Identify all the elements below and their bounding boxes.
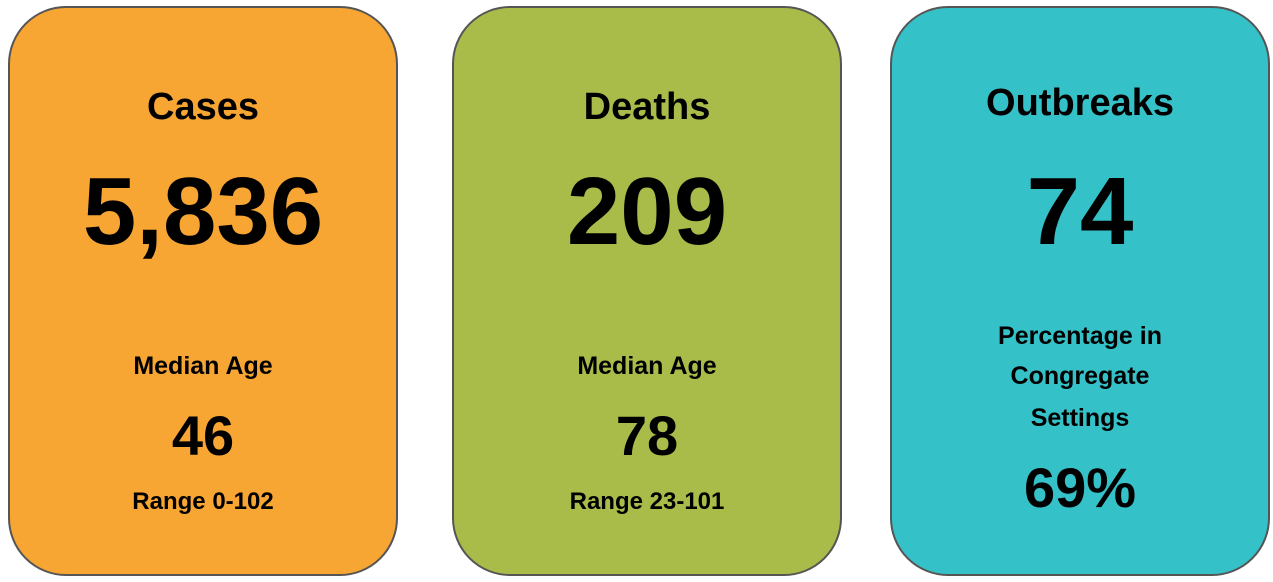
card-sub-value: 46 (171, 404, 235, 467)
card-range: Range 0-102 (132, 488, 274, 515)
cases-card: Cases 5,836 Median Age 46 Range 0-102 (8, 6, 398, 576)
card-title: Deaths (583, 86, 711, 128)
card-value: 74 (1026, 158, 1134, 265)
card-label: Median Age (577, 352, 717, 380)
deaths-card: Deaths 209 Median Age 78 Range 23-101 (452, 6, 842, 576)
card-title: Outbreaks (986, 82, 1174, 124)
card-label: Percentage in (998, 322, 1162, 350)
card-label: Median Age (133, 352, 273, 380)
card-sub-value: 69% (1023, 456, 1137, 519)
card-value: 209 (566, 158, 728, 265)
card-range: Range 23-101 (569, 488, 725, 515)
card-title: Cases (147, 86, 259, 128)
card-label: Settings (1030, 404, 1130, 432)
card-label: Congregate (1010, 362, 1150, 390)
card-sub-value: 78 (615, 404, 679, 467)
outbreaks-card: Outbreaks 74 Percentage in Congregate Se… (890, 6, 1270, 576)
card-value: 5,836 (82, 158, 324, 265)
